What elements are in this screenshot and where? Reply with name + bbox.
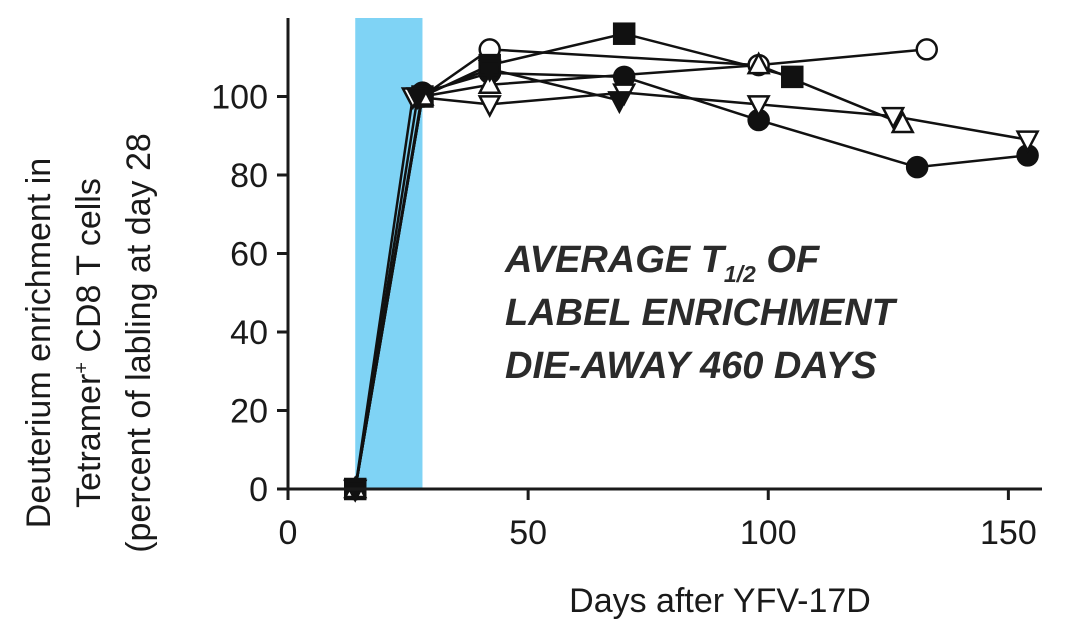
data-point <box>477 59 502 83</box>
y-axis-label: Deuterium enrichment in Tetramer+ CD8 T … <box>20 133 158 553</box>
data-point <box>890 110 915 134</box>
y-tick-label: 20 <box>230 393 268 431</box>
y-tick-label: 40 <box>230 314 268 352</box>
data-point <box>1015 130 1040 154</box>
x-axis-label: Days after YFV-17D <box>569 582 871 620</box>
data-point <box>477 71 502 94</box>
annotation-line2: LABEL ENRICHMENT <box>505 292 898 334</box>
x-tick-label: 150 <box>980 514 1037 552</box>
x-ticks: 0 50 100 150 <box>279 489 1037 552</box>
y-axis-label-line2: Tetramer+ CD8 T cells <box>70 178 108 508</box>
data-point <box>612 22 636 45</box>
annotation-line1-suffix: OF <box>756 239 821 281</box>
y-ticks: 0 20 40 60 80 100 <box>211 79 288 509</box>
y-axis-label-line3: (percent of labling at day 28 <box>120 133 158 553</box>
x-tick-label: 50 <box>509 514 547 552</box>
data-point <box>607 91 632 115</box>
annotation-subscript: 1/2 <box>724 261 756 287</box>
data-point <box>915 38 938 61</box>
y-tick-label: 60 <box>230 236 268 274</box>
data-point <box>477 95 502 119</box>
series-line <box>354 67 620 490</box>
data-point <box>405 87 430 111</box>
y-tick-label: 0 <box>249 471 268 509</box>
annotation: AVERAGE T1/2 OF LABEL ENRICHMENT DIE-AWA… <box>504 239 898 387</box>
series-line <box>353 91 1028 490</box>
y-tick-label: 80 <box>230 157 268 195</box>
plot-area: 0 20 40 60 80 100 0 50 100 150 <box>211 18 1042 552</box>
x-tick-label: 0 <box>279 514 298 552</box>
data-point <box>905 155 929 179</box>
y-axis-label-line1: Deuterium enrichment in <box>20 158 58 528</box>
y-tick-label: 100 <box>211 79 268 117</box>
annotation-line3: DIE-AWAY 460 DAYS <box>505 345 877 387</box>
data-point <box>746 95 771 119</box>
annotation-line1-prefix: AVERAGE T <box>504 239 727 281</box>
x-tick-label: 100 <box>740 514 797 552</box>
y-axis-label-superscript: + <box>71 362 93 374</box>
y-axis-label-tetramer: Tetramer <box>70 374 108 508</box>
data-point <box>781 65 804 89</box>
y-axis-label-cd8: CD8 T cells <box>70 178 108 362</box>
data-point <box>881 106 906 130</box>
data-point <box>746 51 771 75</box>
annotation-line1: AVERAGE T1/2 OF <box>504 239 821 287</box>
